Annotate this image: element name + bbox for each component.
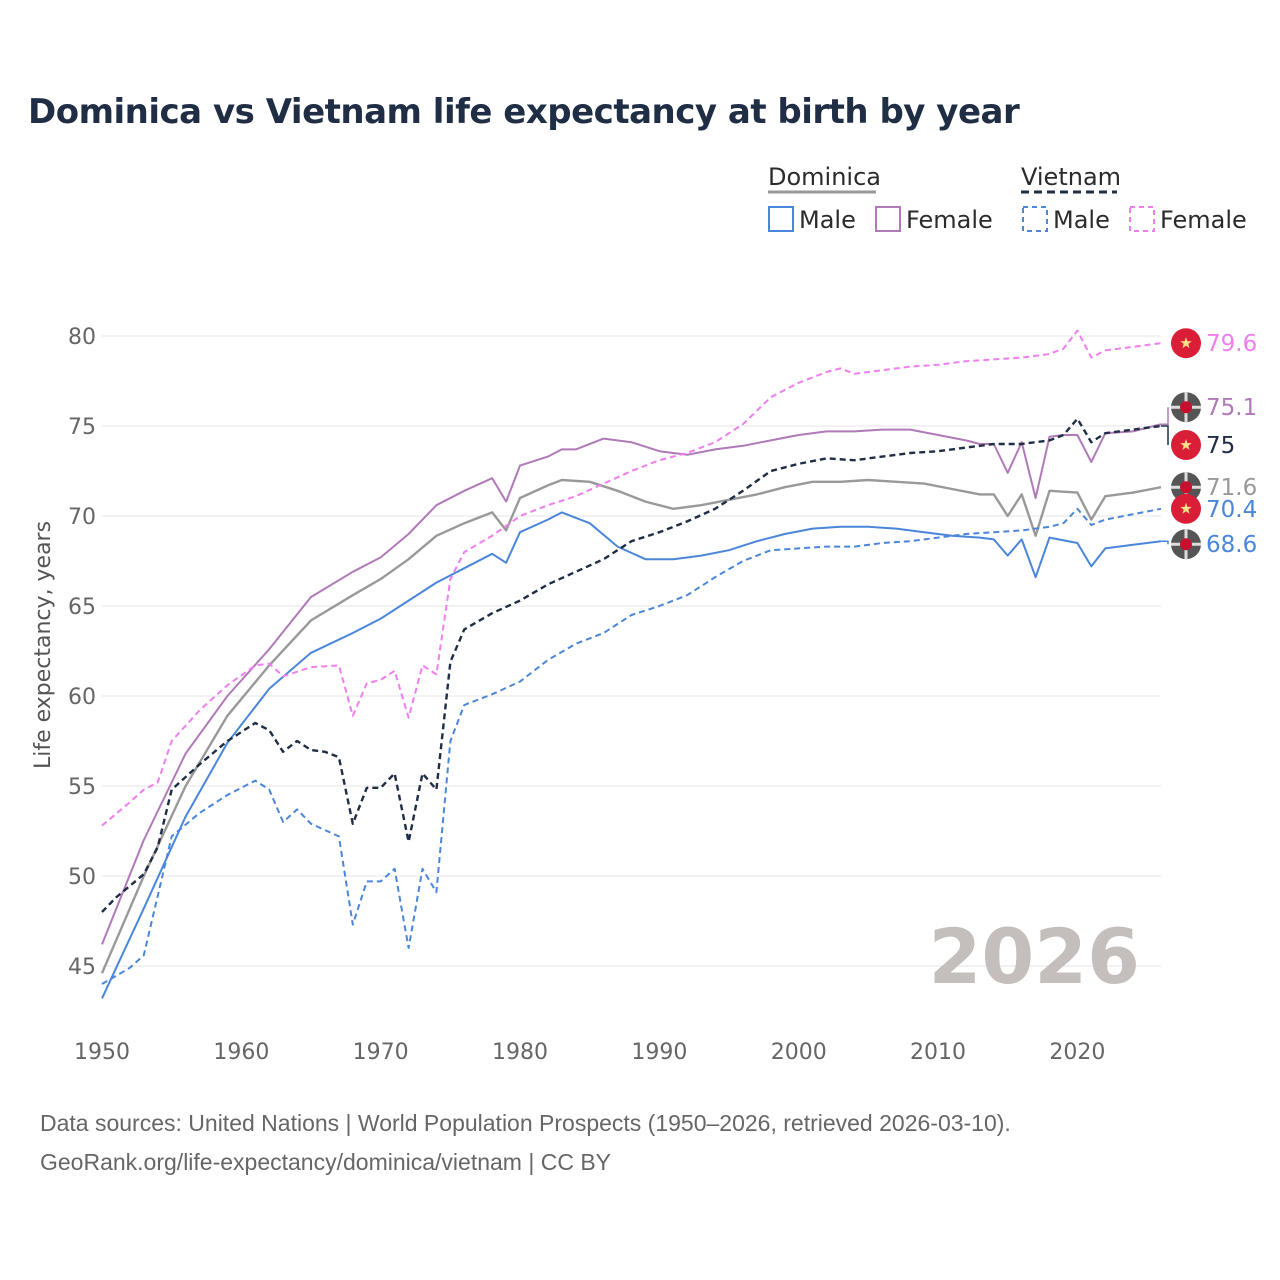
series-line-dominica-total[interactable] bbox=[100, 478, 1162, 974]
legend-group-label: Vietnam bbox=[1021, 163, 1121, 191]
flag-disc bbox=[1180, 401, 1192, 414]
end-label-dominica-female: 75.1 bbox=[1206, 395, 1257, 421]
vietnam-flag-icon bbox=[1171, 328, 1201, 359]
end-connector bbox=[1161, 425, 1169, 445]
legend-swatch bbox=[875, 206, 901, 232]
chart-svg: 45 50 55 60 65 70 75 80 1950 1960 1970 1980 1990 2000… bbox=[31, 163, 1257, 1065]
marker-layer bbox=[1161, 328, 1201, 560]
flag-star bbox=[1180, 337, 1192, 349]
grid-layer: 45 50 55 60 65 70 75 80 1950 1960 1970 1980 1990 2000… bbox=[68, 325, 1161, 1065]
source-line-2[interactable]: GeoRank.org/life-expectancy/dominica/vie… bbox=[40, 1149, 612, 1175]
x-tick-label: 2020 bbox=[1049, 1040, 1105, 1065]
dominica-flag-icon bbox=[1171, 472, 1201, 503]
label-layer: 75.1 71.6 68.6 79.6 75 70.4 bbox=[1206, 331, 1257, 558]
flag-disc bbox=[1180, 481, 1192, 494]
year-watermark: 2026 bbox=[928, 912, 1140, 1001]
vietnam-flag-icon bbox=[1171, 430, 1201, 460]
series-line-vietnam-male[interactable] bbox=[101, 507, 1162, 985]
legend-item-vietnam-male[interactable]: Male bbox=[1022, 206, 1110, 234]
y-tick-label: 70 bbox=[68, 505, 96, 530]
end-label-vietnam-total: 75 bbox=[1206, 433, 1235, 459]
legend-group-dominica[interactable]: Dominica bbox=[768, 163, 881, 194]
x-tick-label: 1960 bbox=[213, 1040, 269, 1065]
y-tick-label: 65 bbox=[68, 595, 96, 620]
end-label-dominica-male: 68.6 bbox=[1206, 532, 1257, 558]
legend-swatch bbox=[1129, 206, 1155, 232]
source-note: Data sources: United Nations | World Pop… bbox=[40, 1104, 1011, 1182]
flag-star bbox=[1180, 439, 1192, 450]
legend-swatch bbox=[768, 206, 794, 232]
vietnam-flag-icon bbox=[1171, 493, 1201, 524]
y-axis-title: Life expectancy, years bbox=[31, 521, 56, 769]
y-tick-label: 80 bbox=[68, 325, 96, 350]
x-tick-label: 1950 bbox=[74, 1040, 130, 1065]
end-label-dominica-total: 71.6 bbox=[1206, 475, 1257, 501]
legend-swatch bbox=[1022, 206, 1048, 232]
series-line-vietnam-total[interactable] bbox=[101, 417, 1162, 913]
dominica-flag-icon bbox=[1171, 392, 1201, 423]
x-tick-label: 1990 bbox=[631, 1040, 687, 1065]
y-tick-label: 45 bbox=[68, 955, 96, 980]
dominica-flag-icon bbox=[1171, 529, 1201, 560]
end-connector bbox=[1161, 407, 1169, 425]
x-tick-label: 2000 bbox=[771, 1040, 827, 1065]
legend-item-dominica-female[interactable]: Female bbox=[875, 206, 993, 234]
flag-star bbox=[1180, 502, 1192, 514]
chart-title: Dominica vs Vietnam life expectancy at b… bbox=[28, 92, 1020, 132]
y-tick-label: 60 bbox=[68, 685, 96, 710]
legend: Dominica Vietnam Male Female Male Female bbox=[768, 163, 1247, 234]
legend-group-label: Dominica bbox=[768, 163, 881, 191]
source-line-1[interactable]: Data sources: United Nations | World Pop… bbox=[40, 1110, 1011, 1136]
end-connector bbox=[1161, 540, 1169, 545]
end-label-vietnam-female: 79.6 bbox=[1206, 331, 1257, 357]
legend-item-label: Male bbox=[799, 206, 856, 234]
y-tick-label: 50 bbox=[68, 865, 96, 890]
legend-group-vietnam[interactable]: Vietnam bbox=[1021, 163, 1121, 194]
series-line-dominica-female[interactable] bbox=[101, 423, 1162, 945]
flag-disc bbox=[1180, 538, 1192, 551]
x-tick-label: 1980 bbox=[492, 1040, 548, 1065]
legend-item-label: Female bbox=[906, 206, 993, 234]
y-tick-label: 75 bbox=[68, 415, 96, 440]
series-line-vietnam-female[interactable] bbox=[101, 329, 1162, 827]
legend-item-label: Male bbox=[1053, 206, 1110, 234]
legend-item-vietnam-female[interactable]: Female bbox=[1129, 206, 1247, 234]
y-tick-label: 55 bbox=[68, 775, 96, 800]
end-label-vietnam-male: 70.4 bbox=[1206, 497, 1257, 523]
x-tick-label: 1970 bbox=[353, 1040, 409, 1065]
x-tick-label: 2010 bbox=[910, 1040, 966, 1065]
legend-item-label: Female bbox=[1160, 206, 1247, 234]
series-line-dominica-male[interactable] bbox=[101, 511, 1162, 999]
series-layer bbox=[100, 329, 1162, 999]
legend-item-dominica-male[interactable]: Male bbox=[768, 206, 856, 234]
